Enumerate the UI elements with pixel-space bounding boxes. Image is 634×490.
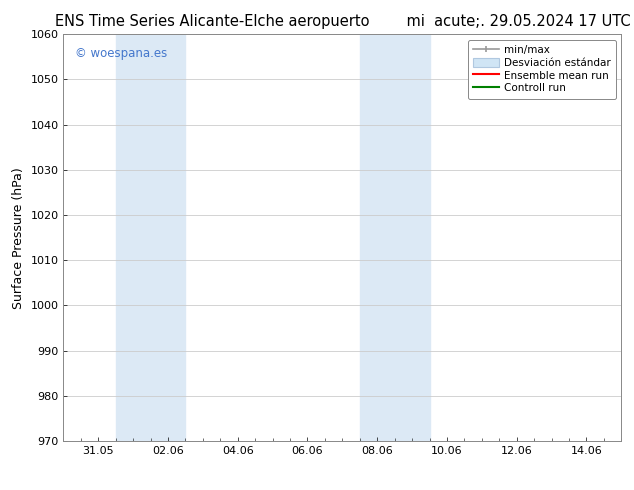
- Y-axis label: Surface Pressure (hPa): Surface Pressure (hPa): [12, 167, 25, 309]
- Legend: min/max, Desviación estándar, Ensemble mean run, Controll run: min/max, Desviación estándar, Ensemble m…: [468, 40, 616, 98]
- Text: © woespana.es: © woespana.es: [75, 47, 167, 59]
- Bar: [115, 34, 185, 441]
- Bar: [359, 34, 429, 441]
- Title: ENS Time Series Alicante-Elche aeropuerto        mi  acute;. 29.05.2024 17 UTC: ENS Time Series Alicante-Elche aeropuert…: [55, 14, 630, 29]
